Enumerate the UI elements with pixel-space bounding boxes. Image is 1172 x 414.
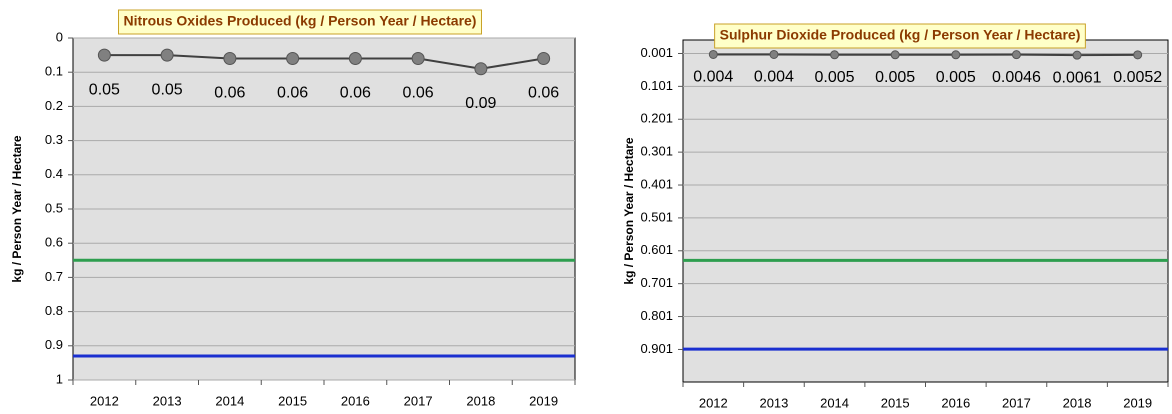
y-tick-label: 0.201 <box>640 111 673 126</box>
y-tick-label: 0.401 <box>640 176 673 191</box>
x-tick-label: 2013 <box>759 395 788 410</box>
chart: 0.001 0.101 0.201 0.301 0.401 0.501 0.601 0.701… <box>622 23 1169 410</box>
marker <box>1011 50 1021 60</box>
marker <box>890 50 900 60</box>
y-tick-label: 0.901 <box>640 341 673 356</box>
data-label: 0.06 <box>214 85 245 102</box>
y-tick-label: 0.601 <box>640 242 673 257</box>
marker <box>160 48 174 62</box>
x-tick-label: 2017 <box>1002 395 1031 410</box>
marker <box>951 50 961 60</box>
x-tick-label: 2019 <box>529 393 558 408</box>
marker <box>411 52 425 66</box>
marker <box>830 50 840 60</box>
data-label: 0.09 <box>465 95 496 112</box>
data-label: 0.005 <box>815 69 855 86</box>
marker <box>348 52 362 66</box>
y-tick-label: 0 <box>56 29 63 44</box>
data-label: 0.004 <box>754 69 794 86</box>
y-tick-label: 0.4 <box>45 166 63 181</box>
y-tick-label: 0.2 <box>45 98 63 113</box>
x-tick-label: 2016 <box>941 395 970 410</box>
x-tick-label: 2014 <box>215 393 244 408</box>
data-label: 0.05 <box>89 81 120 98</box>
y-tick-label: 0.7 <box>45 269 63 284</box>
y-tick-label: 0.1 <box>45 64 63 79</box>
data-label: 0.004 <box>693 69 733 86</box>
data-label: 0.06 <box>340 85 371 102</box>
y-tick-label: 0.9 <box>45 337 63 352</box>
data-label: 0.06 <box>403 85 434 102</box>
x-tick-label: 2015 <box>278 393 307 408</box>
marker <box>97 48 111 62</box>
chart-title: Nitrous Oxides Produced (kg / Person Yea… <box>124 13 477 29</box>
plot-area <box>682 39 1169 383</box>
y-tick-label: 0.101 <box>640 78 673 93</box>
x-tick-label: 2017 <box>404 393 433 408</box>
y-tick-label: 0.301 <box>640 144 673 159</box>
x-tick-label: 2018 <box>466 393 495 408</box>
y-tick-label: 0.701 <box>640 275 673 290</box>
line <box>104 54 544 70</box>
x-tick-label: 2015 <box>881 395 910 410</box>
x-tick-label: 2018 <box>1063 395 1092 410</box>
marker <box>223 52 237 66</box>
y-axis-label: kg / Person Year / Hectare <box>10 135 24 283</box>
data-label: 0.0061 <box>1053 69 1102 86</box>
x-tick-label: 2016 <box>341 393 370 408</box>
data-label: 0.005 <box>936 69 976 86</box>
data-label: 0.0052 <box>1113 69 1162 86</box>
x-tick-label: 2013 <box>153 393 182 408</box>
chart-title: Sulphur Dioxide Produced (kg / Person Ye… <box>720 27 1081 43</box>
marker <box>769 49 779 59</box>
y-tick-label: 0.6 <box>45 235 63 250</box>
y-axis-label: kg / Person Year / Hectare <box>622 137 636 285</box>
y-tick-label: 0.5 <box>45 200 63 215</box>
marker <box>708 49 718 59</box>
chart: 0 0.1 0.2 0.3 0.4 0.5 0.6 0.7 0.8 0.9 1 0.05 2012 0.0… <box>10 9 576 408</box>
title-box <box>118 9 482 35</box>
x-tick-label: 2019 <box>1123 395 1152 410</box>
marker <box>1072 50 1082 60</box>
data-label: 0.06 <box>528 85 559 102</box>
marker <box>286 52 300 66</box>
line <box>713 53 1138 57</box>
y-tick-label: 0.801 <box>640 308 673 323</box>
y-tick-label: 0.501 <box>640 209 673 224</box>
data-label: 0.0046 <box>992 69 1041 86</box>
y-tick-label: 0.001 <box>640 45 673 60</box>
x-tick-label: 2014 <box>820 395 849 410</box>
x-tick-label: 2012 <box>90 393 119 408</box>
x-tick-label: 2012 <box>699 395 728 410</box>
y-tick-label: 1 <box>56 371 63 386</box>
data-label: 0.005 <box>875 69 915 86</box>
marker <box>474 62 488 76</box>
marker <box>537 52 551 66</box>
y-tick-label: 0.8 <box>45 303 63 318</box>
data-label: 0.05 <box>152 81 183 98</box>
title-box <box>714 23 1086 49</box>
data-label: 0.06 <box>277 85 308 102</box>
marker <box>1133 50 1143 60</box>
y-tick-label: 0.3 <box>45 132 63 147</box>
